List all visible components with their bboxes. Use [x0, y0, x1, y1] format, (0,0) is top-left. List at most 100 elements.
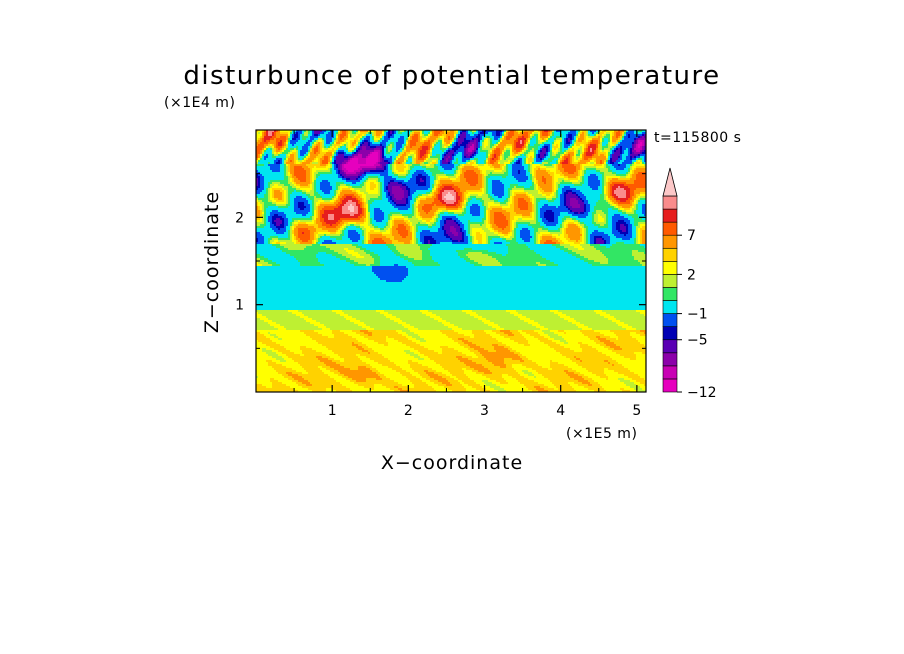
field-cell	[476, 154, 479, 157]
field-cell	[268, 148, 271, 151]
field-cell	[288, 156, 291, 159]
field-cell	[420, 142, 423, 145]
field-cell	[470, 134, 473, 137]
field-cell	[422, 144, 425, 147]
field-cell	[454, 156, 457, 159]
field-cell	[458, 162, 461, 165]
field-cell	[512, 140, 515, 143]
field-cell	[522, 140, 525, 143]
field-cell	[582, 132, 585, 135]
field-cell	[628, 162, 631, 165]
field-cell	[330, 162, 333, 165]
field-cell	[504, 162, 507, 165]
field-cell	[386, 138, 389, 141]
field-cell	[556, 146, 559, 149]
field-cell	[436, 160, 439, 163]
field-cell	[308, 138, 311, 141]
field-cell	[540, 152, 543, 155]
field-cell	[316, 142, 319, 145]
field-cell	[596, 156, 599, 159]
field-cell	[466, 148, 469, 151]
field-cell	[460, 140, 463, 143]
field-cell	[440, 136, 443, 139]
field-cell	[474, 164, 477, 167]
field-cell	[372, 162, 375, 165]
field-cell	[308, 146, 311, 149]
field-cell	[294, 150, 297, 153]
field-cell	[644, 152, 646, 155]
field-cell	[356, 134, 359, 137]
field-cell	[476, 134, 479, 137]
field-cell	[490, 156, 493, 159]
field-cell	[260, 156, 263, 159]
field-cell	[380, 138, 383, 141]
field-cell	[316, 144, 319, 147]
field-cell	[530, 156, 533, 159]
field-cell	[280, 144, 283, 147]
field-cell	[572, 156, 575, 159]
field-cell	[360, 150, 363, 153]
field-cell	[374, 130, 377, 133]
field-cell	[532, 152, 535, 155]
field-cell	[314, 148, 317, 151]
field-cell	[552, 152, 555, 155]
field-cell	[596, 138, 599, 141]
field-cell	[368, 160, 371, 163]
field-cell	[364, 140, 367, 143]
field-cell	[304, 150, 307, 153]
field-cell	[394, 140, 397, 143]
field-cell	[452, 160, 455, 163]
field-cell	[410, 160, 413, 163]
field-cell	[366, 140, 369, 143]
field-cell	[506, 158, 509, 161]
field-cell	[504, 158, 507, 161]
field-cell	[570, 156, 573, 159]
field-cell	[626, 148, 629, 151]
field-cell	[604, 138, 607, 141]
field-cell	[538, 136, 541, 139]
field-cell	[432, 134, 435, 137]
field-cell	[562, 136, 565, 139]
field-cell	[260, 158, 263, 161]
field-cell	[428, 158, 431, 161]
field-cell	[576, 134, 579, 137]
field-cell	[630, 140, 633, 143]
field-cell	[374, 142, 377, 145]
field-cell	[602, 152, 605, 155]
field-cell	[374, 156, 377, 159]
field-cell	[494, 148, 497, 151]
field-cell	[632, 150, 635, 153]
field-cell	[356, 154, 359, 157]
field-cell	[400, 132, 403, 135]
field-cell	[632, 136, 635, 139]
field-cell	[330, 154, 333, 157]
field-cell	[616, 158, 619, 161]
field-cell	[574, 134, 577, 137]
field-cell	[438, 144, 441, 147]
field-cell	[392, 144, 395, 147]
field-cell	[320, 154, 323, 157]
field-cell	[272, 146, 275, 149]
field-cell	[600, 142, 603, 145]
field-cell	[404, 160, 407, 163]
field-cell	[628, 138, 631, 141]
field-cell	[586, 142, 589, 145]
field-cell	[368, 146, 371, 149]
field-cell	[640, 130, 643, 133]
field-cell	[640, 138, 643, 141]
field-cell	[314, 156, 317, 159]
field-cell	[338, 146, 341, 149]
field-cell	[500, 130, 503, 133]
field-cell	[498, 134, 501, 137]
field-cell	[606, 140, 609, 143]
field-cell	[266, 164, 269, 167]
field-cell	[374, 162, 377, 165]
field-cell	[530, 146, 533, 149]
field-cell	[310, 164, 313, 167]
field-cell	[588, 154, 591, 157]
field-cell	[492, 146, 495, 149]
field-cell	[266, 142, 269, 145]
field-cell	[468, 164, 471, 167]
field-cell	[606, 152, 609, 155]
field-cell	[456, 130, 459, 133]
